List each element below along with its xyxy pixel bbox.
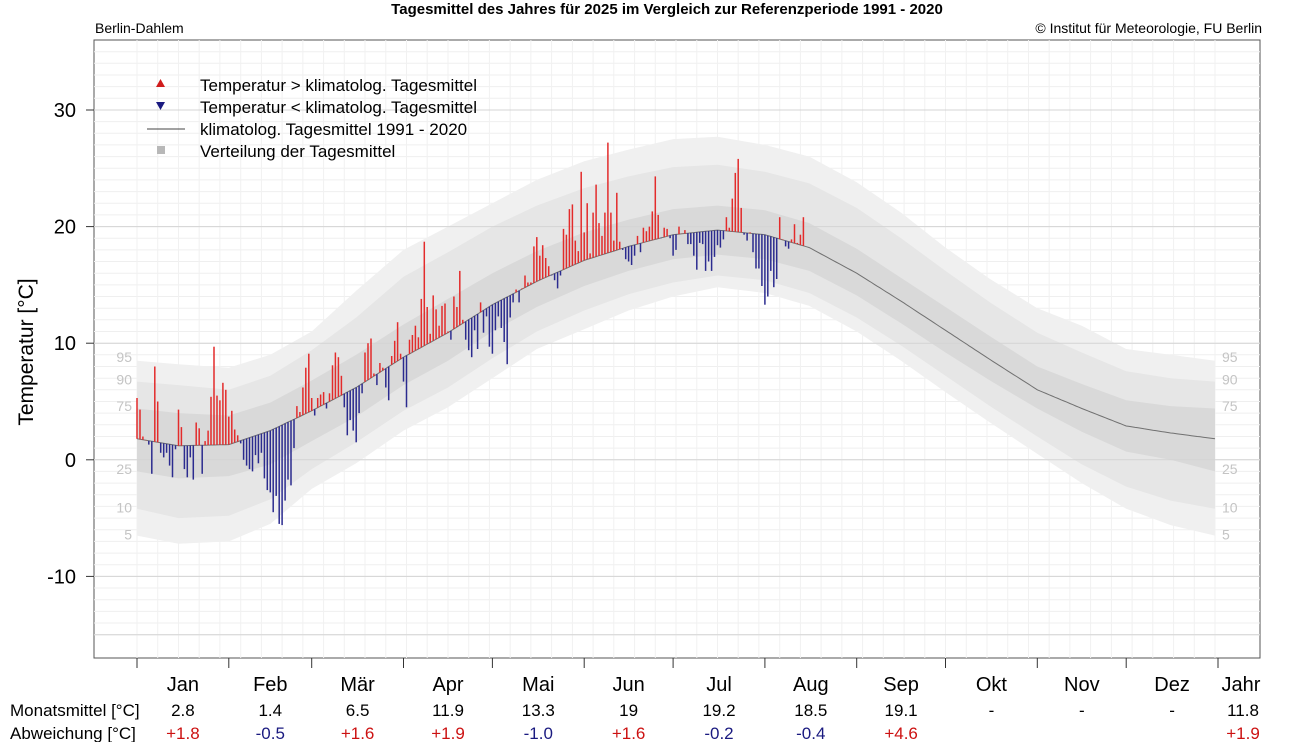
percentile-label: 10	[116, 500, 132, 516]
legend: Temperatur > klimatolog. Tagesmittel Tem…	[147, 76, 477, 161]
station-label: Berlin-Dahlem	[95, 20, 184, 36]
month-label: Sep	[883, 674, 919, 696]
percentile-label: 90	[116, 371, 132, 387]
anomaly-row-label: Abweichung [°C]	[10, 724, 136, 742]
monthly-mean: 6.5	[346, 701, 370, 720]
monthly-anomaly: +4.6	[884, 724, 918, 742]
month-label: Jun	[612, 674, 644, 696]
month-label: Okt	[976, 674, 1008, 696]
year-anomaly: +1.9	[1226, 724, 1260, 742]
percentile-label: 25	[1222, 461, 1238, 477]
month-label: Apr	[432, 674, 463, 696]
legend-label-climatology: klimatolog. Tagesmittel 1991 - 2020	[200, 120, 467, 139]
y-tick-label: 30	[54, 100, 76, 122]
month-label: Aug	[793, 674, 829, 696]
monthly-mean: 1.4	[258, 701, 282, 720]
copyright-label: © Institut für Meteorologie, FU Berlin	[1035, 20, 1262, 36]
monthly-mean: 11.9	[432, 701, 464, 720]
percentile-label: 10	[1222, 500, 1238, 516]
percentile-label: 75	[116, 398, 132, 414]
monthly-anomaly: -0.5	[256, 724, 285, 742]
percentile-label: 95	[116, 349, 132, 365]
percentile-label: 25	[116, 461, 132, 477]
y-axis-label: Temperatur [°C]	[15, 278, 38, 425]
month-label: Feb	[253, 674, 287, 696]
legend-triangle-down-icon	[156, 102, 165, 110]
percentile-label: 75	[1222, 398, 1238, 414]
percentile-label: 95	[1222, 349, 1238, 365]
percentile-label: 90	[1222, 371, 1238, 387]
legend-label-distribution: Verteilung der Tagesmittel	[200, 142, 395, 161]
monthly-mean: -	[1079, 701, 1085, 720]
monthly-anomaly: -1.0	[524, 724, 553, 742]
y-axis-ticks: -10 0 10 20 30	[47, 100, 94, 588]
monthly-anomaly: +1.9	[431, 724, 465, 742]
monthly-anomaly: +1.6	[612, 724, 646, 742]
monthly-mean: 19.2	[702, 701, 735, 720]
percentile-labels-left: 95 90 75 25 10 5	[116, 349, 132, 542]
year-mean: 11.8	[1227, 701, 1259, 720]
band-25-75	[137, 205, 1215, 479]
y-tick-label: -10	[47, 566, 76, 588]
monthly-mean: 13.3	[522, 701, 555, 720]
month-label: Mai	[522, 674, 554, 696]
month-label: Mär	[340, 674, 375, 696]
month-ticks	[136, 658, 1219, 668]
monthly-mean: 18.5	[794, 701, 827, 720]
daily-bars	[136, 142, 805, 526]
month-label: Nov	[1064, 674, 1100, 696]
monthly-anomaly: +1.8	[166, 724, 200, 742]
monthly-mean: -	[989, 701, 995, 720]
monthly-anomaly: +1.6	[341, 724, 375, 742]
legend-square-icon	[157, 146, 165, 154]
monthly-mean-row-label: Monatsmittel [°C]	[10, 701, 140, 720]
year-label: Jahr	[1222, 674, 1261, 696]
monthly-mean: 2.8	[171, 701, 195, 720]
monthly-mean: 19.1	[885, 701, 918, 720]
monthly-anomaly: -0.4	[796, 724, 825, 742]
y-tick-label: 20	[54, 217, 76, 239]
month-labels: Jan Feb Mär Apr Mai Jun Jul Aug Sep Okt Nov Dez	[167, 674, 1190, 696]
month-label: Jan	[167, 674, 199, 696]
percentile-label: 5	[124, 526, 132, 542]
percentile-label: 5	[1222, 526, 1230, 542]
y-tick-label: 0	[65, 450, 76, 472]
legend-triangle-up-icon	[156, 79, 165, 87]
percentile-labels-right: 95 90 75 25 10 5	[1222, 349, 1238, 542]
monthly-anomalies: +1.8 -0.5 +1.6 +1.9 -1.0 +1.6 -0.2 -0.4 +4.6	[166, 724, 918, 742]
monthly-means: 2.8 1.4 6.5 11.9 13.3 19 19.2 18.5 19.1 - - -	[171, 701, 1175, 720]
legend-label-above: Temperatur > klimatolog. Tagesmittel	[200, 76, 477, 95]
monthly-mean: -	[1169, 701, 1175, 720]
monthly-mean: 19	[619, 701, 638, 720]
legend-label-below: Temperatur < klimatolog. Tagesmittel	[200, 98, 477, 117]
month-label: Dez	[1154, 674, 1190, 696]
monthly-anomaly: -0.2	[704, 724, 733, 742]
month-label: Jul	[706, 674, 732, 696]
y-tick-label: 10	[54, 333, 76, 355]
chart-title: Tagesmittel des Jahres für 2025 im Vergl…	[391, 1, 943, 18]
